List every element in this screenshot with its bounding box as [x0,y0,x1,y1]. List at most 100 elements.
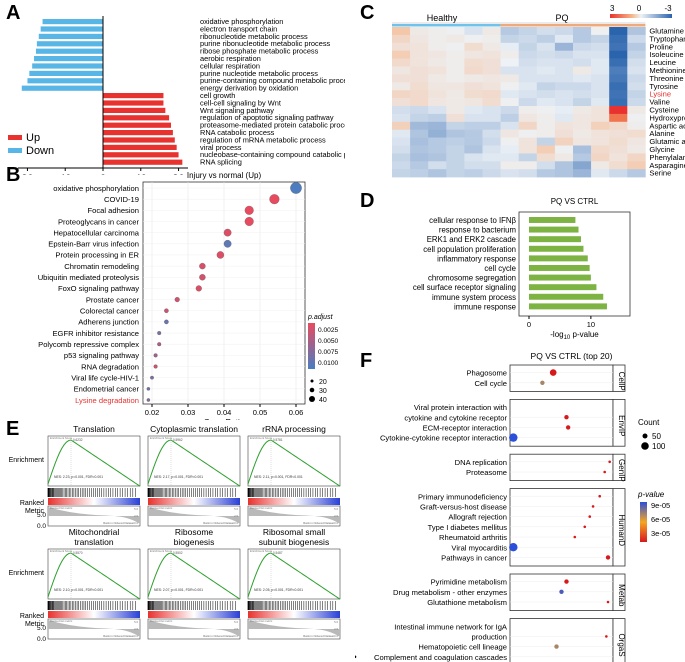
group-frame [509,364,614,392]
gsea-title: biogenesis [174,537,215,547]
heatmap-cell [609,137,628,146]
dot-polycomb-repressive-complex [157,342,162,347]
group-label-pq: PQ [555,13,568,23]
es-curve [147,552,241,600]
heatmap-cell [464,113,483,123]
heatmap-cell [554,58,574,67]
gsea-title: Ribosomal small [263,527,325,537]
heatmap-cell [536,42,556,51]
es-peak-value: 0.6232 [73,438,83,442]
heatmap-cell [482,169,501,178]
heatmap-cell [573,161,592,170]
heatmap-cell [518,161,538,170]
heatmap-cell [627,145,646,154]
heatmap-cell [482,98,501,107]
x-axis-label: Gene Ratio [204,418,245,420]
heatmap-cell [518,145,538,154]
panel-label-a: A [6,2,21,24]
row-label-lysine: Lysine [649,90,671,99]
size-legend-dot [310,379,314,383]
gsea-title: Translation [73,424,115,434]
heatmap-cell [609,74,628,83]
size-legend-label: 100 [652,442,666,451]
row-label-focal-adhesion: Focal adhesion [87,206,139,215]
heatmap-cell [482,42,501,51]
term-label-pathways-in-cancer: Pathways in cancer [441,554,507,563]
heatmap-cell [464,58,483,67]
gsea-plot-translation: Translation 0.6232 NES: 2.23, p=0.001, FDR… [9,424,141,530]
size-legend-title: Count [638,418,660,427]
rank-small-tick: 2.5 [234,627,238,631]
heatmap-cell [536,137,556,146]
rank-tick-label: 0.0 [37,523,46,530]
bar-label-inflammatory-response: inflammatory response [437,254,516,263]
dot-phagosome [549,369,557,376]
heatmap-cell [536,106,556,115]
chart-title: PQ VS CTRL [551,197,599,206]
rank-x-label: Rank in Ordered Dataset [303,634,334,638]
heatmap-cell [410,169,429,178]
heatmap-cell [500,66,519,75]
dot-viral-life-cycle-hiv-1 [150,375,154,380]
bar-ribose-phosphate-metabolic-process [35,48,103,54]
es-axis-label: Enrichment Score [250,549,273,553]
heatmap-cell [627,34,646,44]
bar-ribonucleotide-metabolic-process [38,33,103,39]
heatmap-cell [500,145,519,154]
term-label-complement-and-coagulation-cascades: Complement and coagulation cascades [374,653,507,662]
heatmap-cell [446,34,465,44]
dot-adherens-junction [164,319,169,325]
heatmap-cell [518,50,538,59]
heatmap-cell [554,66,574,75]
row-label-proteoglycans-in-cancer: Proteoglycans in cancer [58,217,140,226]
heatmap-cell [482,66,501,75]
heatmap-cell [591,82,610,91]
x-tick-label: 0 [527,320,531,329]
term-label-rheumatoid-arthritis: Rheumatoid arthritis [439,533,507,542]
heatmap-cell [410,34,429,44]
heatmap-cell [591,113,610,123]
heatmap-cell [591,74,610,83]
rank-axis-label: Ranked list metric [50,619,73,623]
heatmap-cell [591,42,610,51]
heatmap-cell [518,74,538,83]
row-label-valine: Valine [649,98,670,107]
heatmap-cell [573,58,592,67]
gsea-title: Cytoplasmic translation [150,424,238,434]
rank-y-label: Metric [25,508,45,515]
heatmap-cell [446,42,465,51]
bar-label-rna-catabolic-process: RNA catabolic process [200,128,275,137]
bar-nucleobase-containing-compound-catabolic-process [103,152,179,158]
es-peak-value: 0.5781 [273,438,283,442]
heatmap-cell [536,121,556,130]
es-axis-label: Enrichment Score [50,436,73,440]
heatmap-cell [500,27,519,36]
heatmap-cell [609,129,628,138]
bar-label-cellular-response-to-ifn: cellular response to IFNβ [429,216,516,225]
heatmap-cell [428,129,447,138]
heatmap-cell [446,106,465,115]
heatmap-cell [446,27,465,36]
color-legend-tick: 0.0075 [318,349,339,356]
heatmap-cell [410,129,429,138]
heatmap-cell [428,137,447,146]
dot-intestinal-immune-network-for-iga-production [605,635,608,638]
bar-cell-cell-signaling-by-wnt [103,100,164,106]
term-label-ecm-receptor-interaction: ECM-receptor interaction [423,424,507,433]
heatmap-cell [410,98,429,107]
size-legend-dot [642,433,648,439]
heatmap-cell [446,121,465,130]
heatmap-cell [446,161,465,170]
heatmap-cell [446,50,465,59]
group-humand: HumanD Primary immunodeficiency Graft-vers… [418,488,626,567]
heatmap-cell [446,66,465,75]
chart-title: PQ VS CTRL (top 20) [531,351,613,361]
x-tick-label: 0 [100,173,106,175]
group-orgas: OrgaS Intestinal immune network for IgA pr… [355,618,626,662]
dot-pyrimidine-metabolism [564,579,569,584]
es-peak-value: 0.5502 [173,551,183,555]
heatmap-cell [609,66,628,75]
gsea-plot-cytoplasmic-translation: Cytoplasmic translation 0.5962 NES: 2.17, … [147,424,241,527]
heatmap-cell [410,74,429,83]
